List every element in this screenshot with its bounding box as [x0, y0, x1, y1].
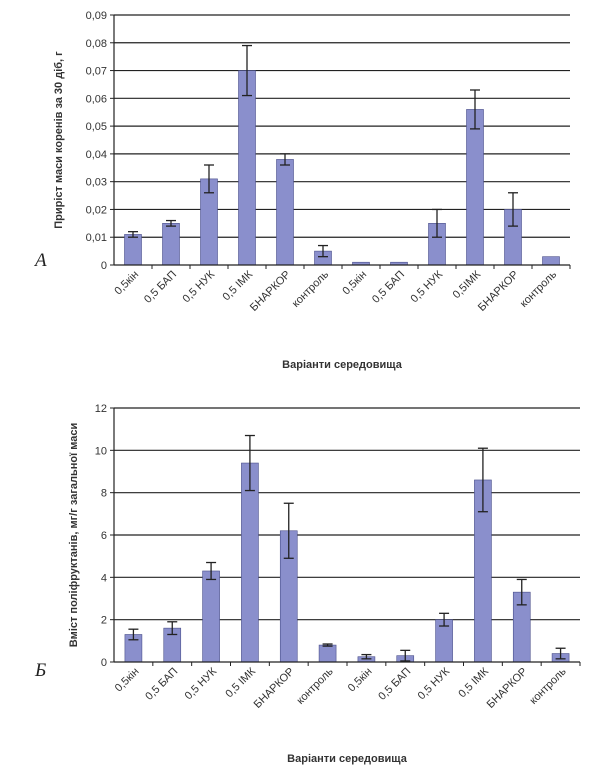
y-tick-label: 0	[101, 657, 107, 669]
y-tick-label: 4	[101, 572, 107, 584]
y-tick-label: 0,01	[86, 232, 107, 244]
category-label: БНАРКОР	[252, 666, 297, 711]
y-tick-label: 0	[101, 260, 107, 272]
y-tick-label: 6	[101, 530, 107, 542]
category-label: 0,5кін	[113, 666, 142, 695]
bar	[202, 570, 220, 663]
y-tick-label: 0,02	[86, 204, 107, 216]
x-axis-title: Варіанти середовища	[287, 753, 408, 765]
y-tick-label: 8	[101, 488, 107, 500]
y-tick-label: 2	[101, 615, 107, 627]
y-tick-label: 0,04	[86, 149, 107, 161]
y-tick-label: 0,03	[86, 177, 107, 189]
category-label: БНАРКОР	[485, 666, 530, 711]
x-axis-title: Варіанти середовища	[282, 359, 403, 371]
panel-label-a: А	[35, 250, 47, 271]
y-tick-label: 0,09	[86, 10, 107, 22]
y-tick-label: 12	[95, 403, 107, 415]
category-label: 0,5 НУК	[416, 665, 453, 702]
category-label: 0,5 ІМК	[223, 665, 258, 700]
category-label: 0,5 НУК	[183, 665, 220, 702]
panel-label-b: Б	[35, 660, 47, 681]
category-label: 0,5 БАП	[376, 666, 413, 703]
y-tick-label: 0,06	[86, 93, 107, 105]
y-tick-label: 0,08	[86, 38, 107, 50]
category-label: 0,5 БАП	[143, 666, 180, 703]
bar	[318, 644, 337, 663]
y-axis-title: Приріст маси коренів за 30 діб, г	[53, 51, 65, 229]
y-tick-label: 10	[95, 445, 107, 457]
y-tick-label: 0,07	[86, 66, 107, 78]
category-label: 0,5 ІМК	[456, 665, 491, 700]
category-label: контроль	[294, 665, 335, 706]
bar	[241, 462, 259, 663]
y-axis-title: Вміст поліфруктанів, мг/г загальної маси	[68, 423, 80, 648]
y-tick-label: 0,05	[86, 121, 107, 133]
category-label: 0,5кін	[346, 666, 375, 695]
category-label: контроль	[527, 665, 568, 706]
